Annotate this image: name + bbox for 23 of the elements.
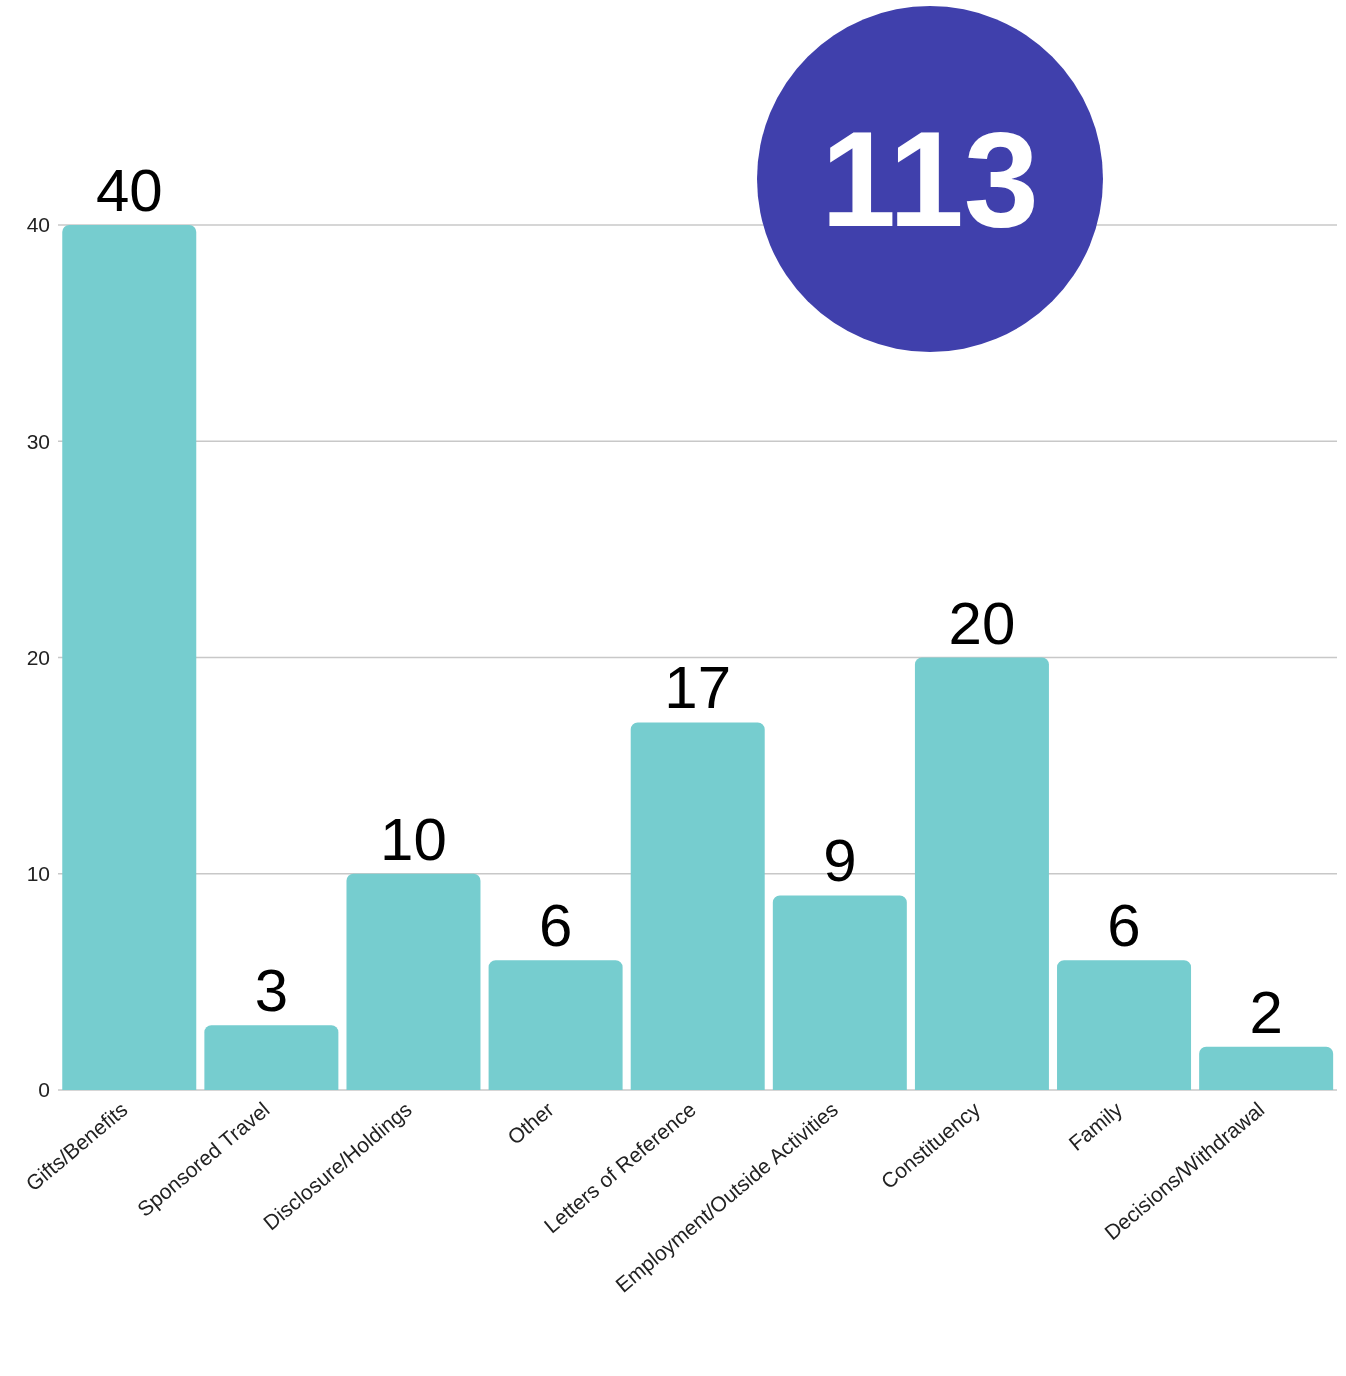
bar bbox=[346, 873, 481, 1090]
bar bbox=[488, 960, 623, 1090]
y-tick-label: 20 bbox=[26, 645, 50, 669]
bar bbox=[1057, 960, 1192, 1090]
y-tick-label: 40 bbox=[26, 213, 50, 237]
bar bbox=[630, 722, 765, 1090]
data-label: 3 bbox=[254, 957, 289, 1025]
bar bbox=[1199, 1046, 1334, 1090]
y-tick-label: 10 bbox=[26, 862, 50, 886]
y-tick-label: 0 bbox=[38, 1078, 50, 1102]
data-label: 10 bbox=[380, 805, 447, 873]
data-label: 9 bbox=[823, 827, 857, 895]
y-tick-label: 30 bbox=[26, 429, 50, 453]
data-label: 20 bbox=[948, 589, 1016, 657]
data-label: 2 bbox=[1249, 978, 1283, 1046]
bar bbox=[204, 1025, 339, 1090]
data-label: 6 bbox=[1107, 892, 1141, 960]
bar bbox=[62, 225, 197, 1090]
data-label: 17 bbox=[664, 654, 732, 722]
bar bbox=[772, 895, 907, 1090]
data-label: 40 bbox=[95, 157, 163, 224]
bar bbox=[914, 657, 1049, 1090]
data-label: 6 bbox=[538, 892, 573, 960]
